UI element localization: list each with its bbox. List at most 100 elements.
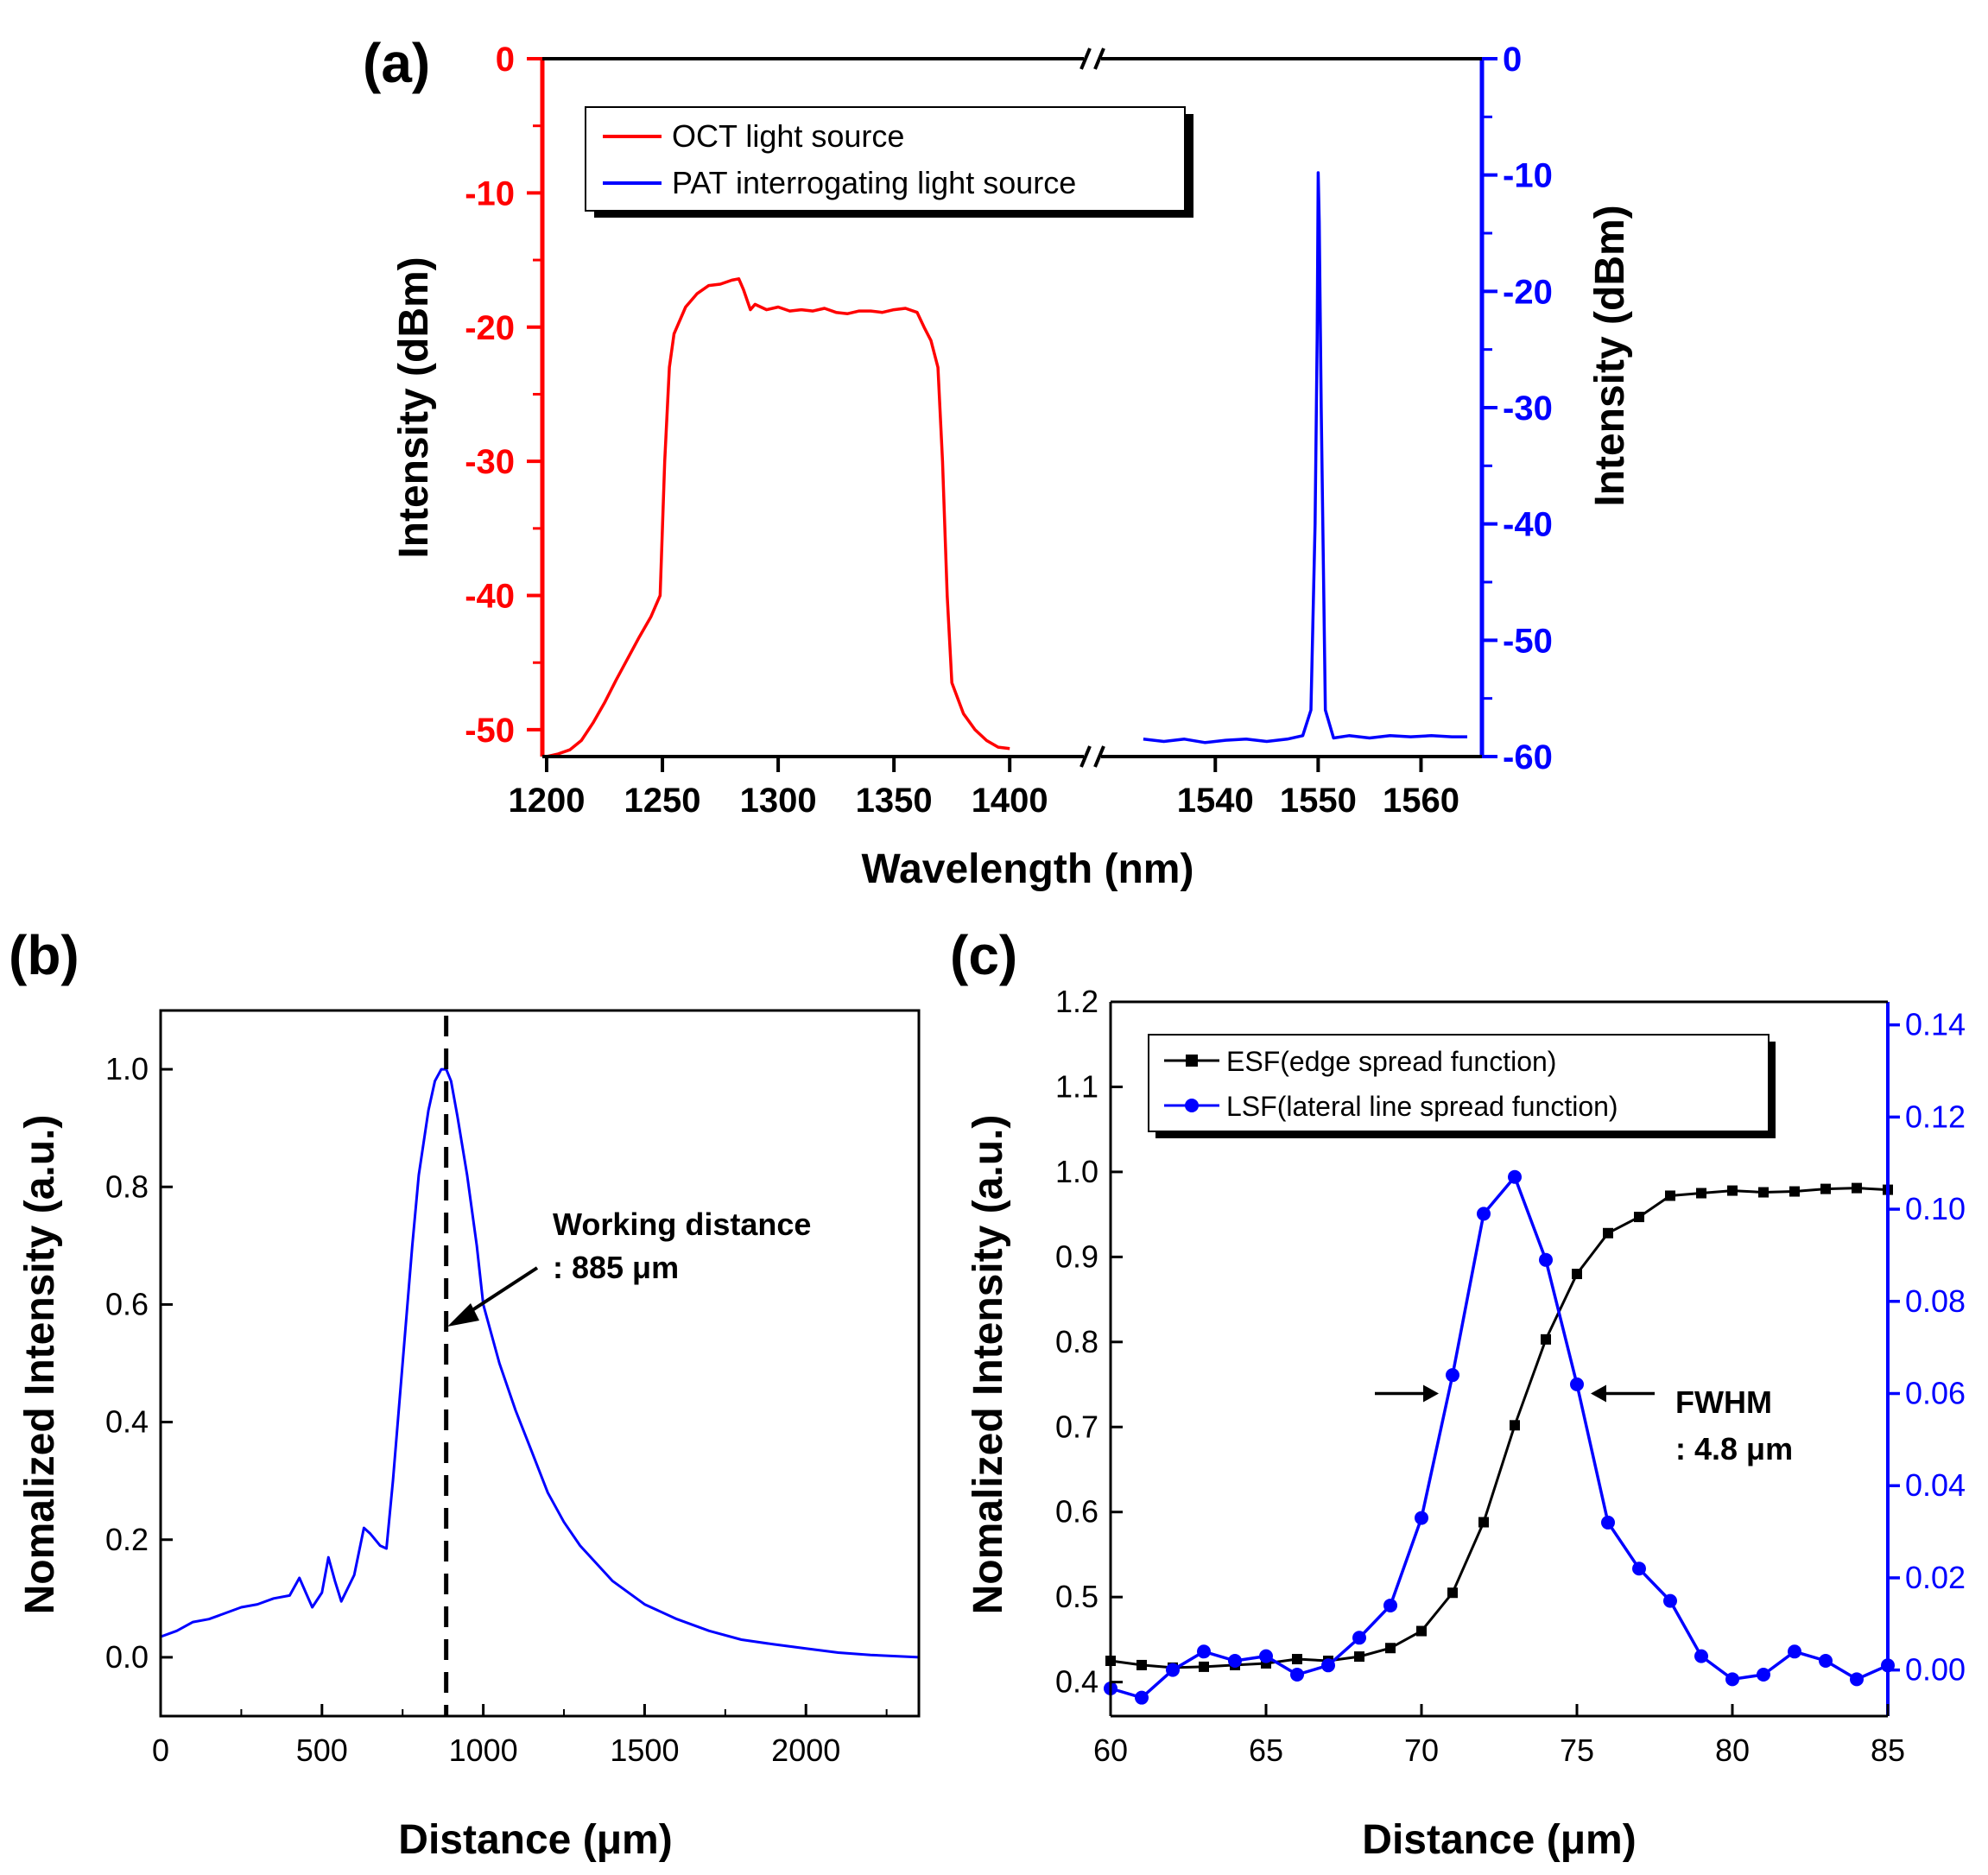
lsf-point xyxy=(1788,1644,1801,1659)
left-y-tick-label: 0.4 xyxy=(1055,1664,1098,1700)
x-tick-label: 85 xyxy=(1871,1732,1905,1768)
pat-light-source-line xyxy=(1143,171,1467,744)
x-tick-label: 60 xyxy=(1093,1732,1128,1768)
esf-point xyxy=(1447,1587,1458,1599)
x-tick-label: 0 xyxy=(152,1732,169,1768)
lsf-point xyxy=(1259,1649,1273,1663)
y-tick-label: 0.8 xyxy=(105,1169,149,1204)
lsf-point xyxy=(1477,1207,1491,1221)
lsf-point xyxy=(1694,1649,1708,1663)
left-y-tick-label: 0 xyxy=(496,41,515,79)
lsf-point xyxy=(1290,1667,1304,1682)
panel-b: (b) 0 500 1000 1500 2000 0.00.20.40.60.81.0 … xyxy=(9,924,921,1863)
left-y-tick-label: 1.0 xyxy=(1055,1154,1098,1189)
annotation-line2: : 885 μm xyxy=(553,1250,679,1285)
lsf-point xyxy=(1446,1368,1459,1383)
lsf-point xyxy=(1228,1653,1242,1668)
right-y-tick-label: -20 xyxy=(1503,273,1553,311)
x-tick-label: 1250 xyxy=(624,782,701,820)
esf-point xyxy=(1199,1661,1209,1672)
right-y-tick-label: 0.10 xyxy=(1905,1191,1966,1226)
axis-break-bottom xyxy=(1079,745,1105,768)
lsf-point xyxy=(1135,1690,1149,1705)
y-tick-label: 0.2 xyxy=(105,1522,149,1557)
annotation-line1: Working distance xyxy=(553,1207,811,1242)
esf-point xyxy=(1510,1420,1520,1431)
lsf-point xyxy=(1663,1593,1677,1608)
y-tick-label: 0.0 xyxy=(105,1639,149,1675)
plot-frame xyxy=(159,1009,921,1718)
lsf-point xyxy=(1570,1377,1584,1391)
right-y-ticks: 0.00 0.02 0.04 0.06 0.08 0.10 0.12 0.14 xyxy=(1888,1007,1966,1688)
x-tick-label: 1300 xyxy=(740,782,817,820)
left-y-tick-label: 0.5 xyxy=(1055,1579,1098,1614)
left-y-tick-label: 0.7 xyxy=(1055,1409,1098,1444)
esf-point xyxy=(1136,1659,1147,1670)
right-y-tick-label: 0.08 xyxy=(1905,1283,1966,1319)
x-tick-label: 1400 xyxy=(972,782,1048,820)
left-y-tick-label: -10 xyxy=(465,174,515,212)
annotation-arrowhead xyxy=(447,1303,479,1327)
y-axis-title: Nomalized Intensity (a.u.) xyxy=(17,1115,63,1615)
esf-point xyxy=(1354,1651,1364,1663)
esf-point xyxy=(1478,1517,1489,1528)
x-tick-label: 65 xyxy=(1249,1732,1283,1768)
legend-lsf-marker xyxy=(1185,1099,1199,1112)
esf-point xyxy=(1603,1227,1613,1238)
legend-pat-label: PAT interrogating light source xyxy=(672,165,1076,200)
lsf-point xyxy=(1819,1653,1833,1668)
x-tick-label: 1000 xyxy=(449,1732,518,1768)
esf-point xyxy=(1416,1625,1427,1637)
right-y-ticks: 0 -10 -20 -30 -40 -50 -60 xyxy=(1482,41,1553,776)
esf-point xyxy=(1292,1654,1302,1665)
left-y-tick-label: -40 xyxy=(465,578,515,616)
y-tick-label: 1.0 xyxy=(105,1051,149,1086)
legend-esf-label: ESF(edge spread function) xyxy=(1226,1046,1556,1077)
right-y-tick-label: -60 xyxy=(1503,738,1553,776)
x-tick-label: 75 xyxy=(1560,1732,1594,1768)
esf-point xyxy=(1572,1269,1582,1280)
right-y-tick-label: 0.06 xyxy=(1905,1376,1966,1411)
x-tick-label: 1540 xyxy=(1177,782,1254,820)
x-ticks: 1200 1250 1300 1350 1400 1540 1550 1560 xyxy=(509,757,1459,820)
right-y-tick-label: 0.02 xyxy=(1905,1560,1966,1595)
left-y-tick-label: -30 xyxy=(465,443,515,481)
x-axis-title: Wavelength (nm) xyxy=(862,846,1194,892)
oct-light-source-line xyxy=(546,277,1010,758)
esf-line xyxy=(1110,1187,1889,1669)
panel-b-label: (b) xyxy=(9,924,79,986)
x-tick-label: 1200 xyxy=(509,782,586,820)
lsf-point xyxy=(1601,1515,1615,1530)
left-y-tick-label: 1.1 xyxy=(1055,1068,1098,1104)
x-tick-label: 70 xyxy=(1404,1732,1439,1768)
y-tick-label: 0.6 xyxy=(105,1286,149,1321)
x-ticks: 60 65 70 75 80 85 xyxy=(1093,1704,1905,1768)
right-y-tick-label: -40 xyxy=(1503,506,1553,544)
left-y-tick-label: -20 xyxy=(465,309,515,347)
right-y-tick-label: -10 xyxy=(1503,157,1553,195)
left-y-axis-title: Intensity (dBm) xyxy=(391,257,437,558)
fwhm-arrowhead-left xyxy=(1423,1384,1439,1403)
fwhm-arrowhead-right xyxy=(1591,1384,1606,1403)
lsf-point xyxy=(1166,1663,1180,1677)
left-y-ticks: 0 -10 -20 -30 -40 -50 xyxy=(465,41,542,750)
legend-lsf-label: LSF(lateral line spread function) xyxy=(1226,1091,1618,1122)
lsf-point xyxy=(1508,1169,1522,1184)
panel-a-label: (a) xyxy=(363,32,430,94)
axis-break-top xyxy=(1079,48,1105,70)
lsf-point xyxy=(1850,1672,1864,1687)
left-y-tick-label: 0.8 xyxy=(1055,1324,1098,1359)
x-tick-label: 80 xyxy=(1715,1732,1750,1768)
left-y-tick-label: -50 xyxy=(465,712,515,750)
esf-series xyxy=(1105,1182,1893,1673)
left-y-tick-label: 0.9 xyxy=(1055,1238,1098,1274)
lsf-point xyxy=(1725,1672,1739,1687)
x-axis-title: Distance (μm) xyxy=(398,1817,672,1863)
fwhm-label: FWHM xyxy=(1675,1384,1772,1420)
esf-point xyxy=(1696,1188,1706,1199)
esf-point xyxy=(1758,1187,1769,1198)
x-tick-label: 1350 xyxy=(856,782,933,820)
legend: OCT light source PAT interrogating light… xyxy=(585,106,1193,218)
right-y-tick-label: -30 xyxy=(1503,390,1553,428)
